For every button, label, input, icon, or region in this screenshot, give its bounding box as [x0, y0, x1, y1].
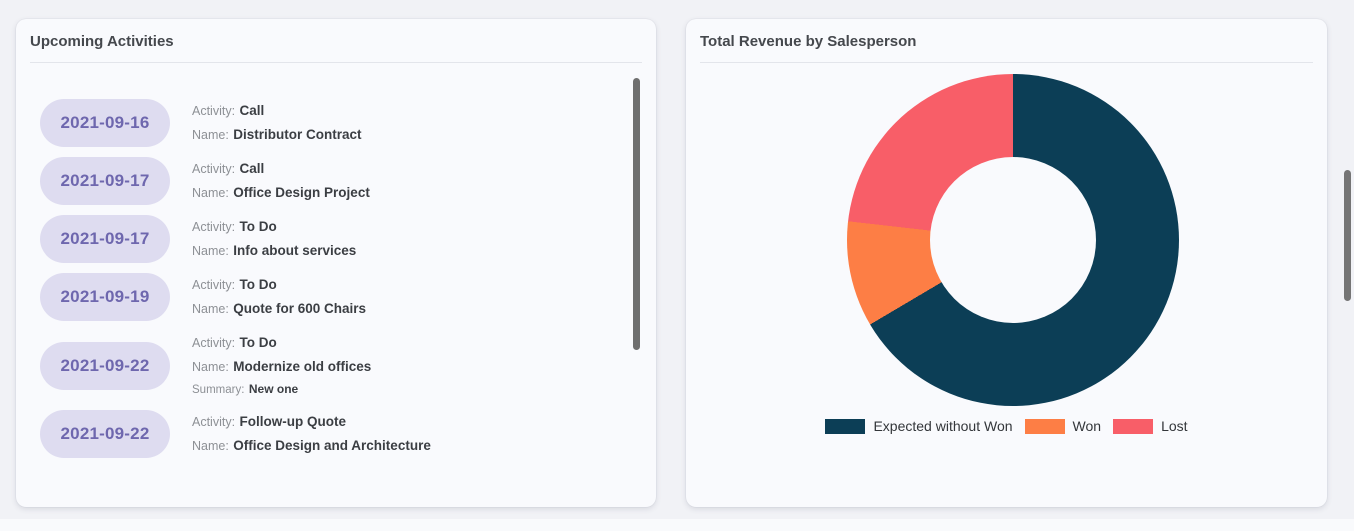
field-label: Activity:	[192, 336, 236, 350]
field-value: Quote for 600 Chairs	[233, 301, 367, 316]
activity-field-line: Name: Info about services	[192, 239, 356, 263]
activity-row[interactable]: 2021-09-17 Activity: To Do Name: Info ab…	[40, 215, 634, 263]
chart-legend: Expected without Won Won Lost	[686, 418, 1327, 434]
field-value: To Do	[239, 335, 277, 350]
legend-item[interactable]: Lost	[1113, 418, 1188, 434]
activity-fields: Activity: Call Name: Office Design Proje…	[192, 157, 370, 205]
activity-field-line: Name: Distributor Contract	[192, 123, 362, 147]
activity-row[interactable]: 2021-09-19 Activity: To Do Name: Quote f…	[40, 273, 634, 321]
field-label: Name:	[192, 186, 229, 200]
activity-field-line: Name: Office Design Project	[192, 181, 370, 205]
activity-fields: Activity: To Do Name: Modernize old offi…	[192, 331, 371, 400]
donut-hole	[930, 157, 1096, 323]
activity-field-line: Activity: To Do	[192, 331, 371, 355]
field-value: Modernize old offices	[233, 359, 372, 374]
total-revenue-card: Total Revenue by Salesperson Expected wi…	[686, 19, 1327, 507]
activity-field-line: Name: Office Design and Architecture	[192, 434, 431, 458]
upcoming-activities-title: Upcoming Activities	[30, 33, 174, 50]
total-revenue-title: Total Revenue by Salesperson	[700, 33, 917, 50]
activity-field-line: Activity: Follow-up Quote	[192, 410, 431, 434]
field-value: New one	[248, 382, 299, 396]
field-value: Office Design Project	[233, 185, 370, 200]
field-label: Activity:	[192, 278, 236, 292]
activity-row[interactable]: 2021-09-22 Activity: Follow-up Quote Nam…	[40, 410, 634, 458]
field-label: Activity:	[192, 415, 236, 429]
field-value: Office Design and Architecture	[233, 438, 431, 453]
activity-field-line: Summary: New one	[192, 379, 371, 400]
legend-label: Expected without Won	[873, 418, 1013, 434]
legend-label: Won	[1072, 418, 1102, 434]
activity-field-line: Activity: Call	[192, 157, 370, 181]
activity-field-line: Name: Modernize old offices	[192, 355, 371, 379]
legend-swatch	[1024, 418, 1065, 434]
field-label: Name:	[192, 439, 229, 453]
legend-item[interactable]: Won	[1024, 418, 1102, 434]
field-label: Activity:	[192, 220, 236, 234]
field-label: Name:	[192, 302, 229, 316]
field-value: To Do	[239, 219, 277, 234]
field-label: Summary:	[192, 384, 245, 396]
legend-swatch	[1113, 418, 1154, 434]
legend-swatch	[825, 418, 866, 434]
activity-row[interactable]: 2021-09-17 Activity: Call Name: Office D…	[40, 157, 634, 205]
activity-field-line: Activity: Call	[192, 99, 362, 123]
date-badge: 2021-09-22	[40, 341, 170, 390]
activity-row[interactable]: 2021-09-22 Activity: To Do Name: Moderni…	[40, 331, 634, 400]
activity-field-line: Activity: To Do	[192, 273, 366, 297]
page-scrollbar-thumb[interactable]	[1344, 170, 1351, 301]
activity-fields: Activity: Follow-up Quote Name: Office D…	[192, 410, 431, 458]
field-value: Call	[239, 103, 265, 118]
date-badge: 2021-09-19	[40, 273, 170, 321]
date-badge: 2021-09-17	[40, 157, 170, 205]
legend-label: Lost	[1161, 418, 1188, 434]
activities-list: 2021-09-16 Activity: Call Name: Distribu…	[16, 63, 634, 507]
activity-fields: Activity: To Do Name: Quote for 600 Chai…	[192, 273, 366, 321]
field-value: Info about services	[233, 243, 357, 258]
field-value: To Do	[239, 277, 277, 292]
legend-item[interactable]: Expected without Won	[825, 418, 1013, 434]
field-label: Name:	[192, 244, 229, 258]
upcoming-activities-card: Upcoming Activities 2021-09-16 Activity:…	[16, 19, 656, 507]
bottom-strip	[0, 519, 1354, 531]
activity-field-line: Name: Quote for 600 Chairs	[192, 297, 366, 321]
activity-fields: Activity: To Do Name: Info about service…	[192, 215, 356, 263]
date-badge: 2021-09-17	[40, 215, 170, 263]
field-label: Name:	[192, 128, 229, 142]
field-label: Name:	[192, 360, 229, 374]
activity-field-line: Activity: To Do	[192, 215, 356, 239]
field-label: Activity:	[192, 104, 236, 118]
date-badge: 2021-09-16	[40, 99, 170, 147]
card-title-divider	[700, 62, 1313, 63]
activity-row[interactable]: 2021-09-16 Activity: Call Name: Distribu…	[40, 99, 634, 147]
field-value: Distributor Contract	[233, 127, 362, 142]
revenue-donut-chart[interactable]	[847, 74, 1179, 406]
date-badge: 2021-09-22	[40, 410, 170, 458]
activities-list-scrollbar-thumb[interactable]	[633, 78, 640, 350]
field-value: Call	[239, 161, 265, 176]
activity-fields: Activity: Call Name: Distributor Contrac…	[192, 99, 362, 147]
field-label: Activity:	[192, 162, 236, 176]
card-title-divider	[30, 62, 642, 63]
field-value: Follow-up Quote	[239, 414, 346, 429]
